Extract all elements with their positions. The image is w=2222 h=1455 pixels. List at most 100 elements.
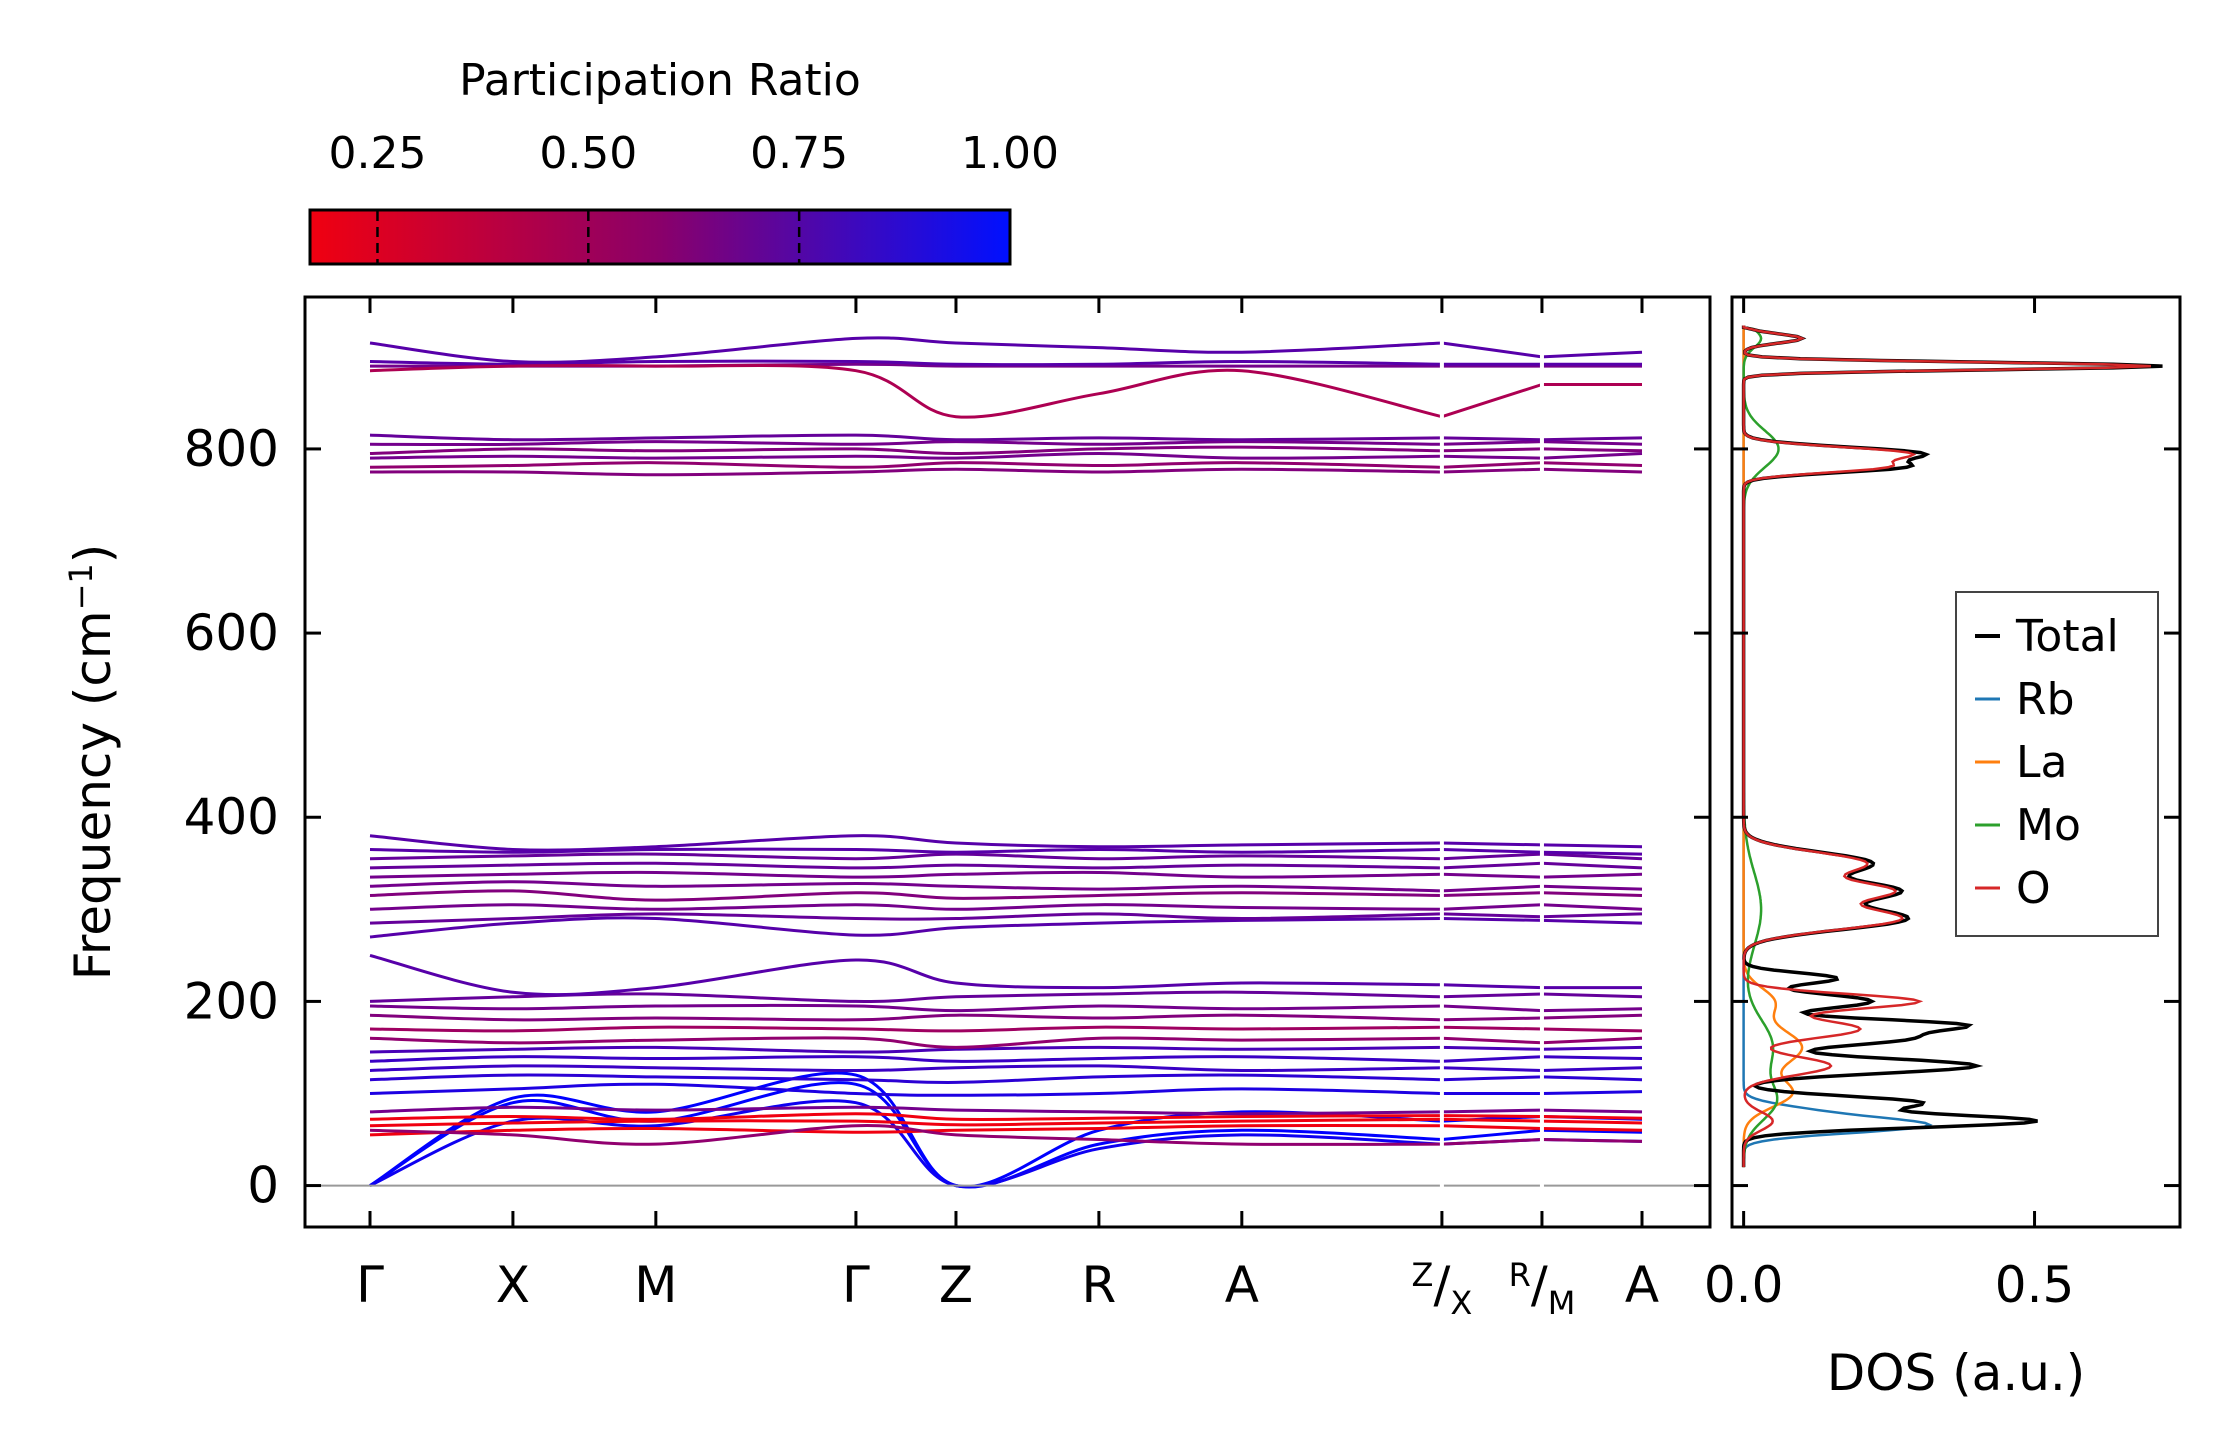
band-line	[1441, 1036, 1543, 1045]
band-line	[1541, 1066, 1643, 1072]
band-line	[1541, 1108, 1643, 1114]
band-line	[369, 1064, 1442, 1073]
band-line	[1541, 440, 1643, 446]
band-line	[369, 1117, 1442, 1128]
band-line	[1441, 848, 1543, 854]
band-line	[1441, 917, 1543, 922]
band-line	[1541, 891, 1643, 897]
x-tick-label: Γ	[356, 1256, 384, 1314]
band-line	[1541, 447, 1643, 453]
y-axis-ticks: 0 200 400 600 800	[184, 420, 1710, 1215]
band-line	[1541, 452, 1643, 460]
band-line	[369, 440, 1442, 447]
colorbar-ticks: 0.25 0.50 0.75 1.00	[328, 128, 1059, 263]
band-line	[369, 1073, 1442, 1084]
band-line	[1441, 903, 1543, 911]
band-line	[369, 1071, 1442, 1189]
band-line	[369, 451, 1442, 460]
y-tick-label: 200	[184, 972, 279, 1030]
band-line	[369, 1055, 1442, 1063]
band-line	[1541, 1027, 1643, 1033]
band-line	[1541, 1045, 1643, 1051]
x-tick-label: Γ	[842, 1256, 870, 1314]
band-line	[1541, 436, 1643, 442]
band-line	[1541, 872, 1643, 879]
band-line	[1441, 872, 1543, 879]
colorbar-gradient	[308, 208, 1012, 266]
band-line	[1441, 992, 1543, 999]
band-line	[1541, 1128, 1643, 1134]
band-line	[369, 363, 1443, 419]
legend-label: Rb	[2016, 674, 2075, 725]
band-line	[1541, 1115, 1643, 1120]
band-line	[1441, 1016, 1543, 1022]
band-line	[1541, 918, 1643, 925]
y-axis-label-sup: −1	[62, 563, 100, 610]
band-line	[1441, 1108, 1543, 1114]
band-line	[369, 1112, 1442, 1122]
band-line	[369, 847, 1442, 854]
band-line	[1441, 1114, 1543, 1118]
band-line	[1541, 461, 1643, 467]
band-line	[1541, 1090, 1643, 1095]
dos-x-tick-label: 0.5	[1995, 1256, 2075, 1314]
dos-frame	[1730, 295, 2182, 1229]
band-line	[369, 359, 1442, 367]
band-line	[1441, 447, 1543, 453]
band-line	[369, 1124, 1442, 1137]
band-line	[1441, 1138, 1543, 1146]
legend-label: O	[2016, 863, 2051, 914]
x-tick-label: Z	[939, 1256, 973, 1314]
band-line	[1541, 843, 1643, 849]
band-line	[1441, 461, 1543, 469]
band-line	[369, 1124, 1442, 1146]
y-tick-label: 800	[184, 420, 279, 478]
y-tick-label: 400	[184, 788, 279, 846]
band-line	[1541, 1119, 1643, 1125]
band-line	[369, 1036, 1442, 1049]
legend-items: Total Rb La Mo O	[1975, 611, 2119, 914]
band-lines	[369, 336, 1643, 1189]
x-tick-label: M	[634, 1256, 677, 1314]
band-line	[369, 990, 1442, 1003]
band-line	[369, 916, 1442, 939]
band-line	[1541, 1138, 1643, 1143]
band-line	[369, 1025, 1442, 1033]
colorbar-tick-label: 0.50	[539, 128, 637, 179]
band-line	[1541, 850, 1643, 856]
band-line	[1541, 912, 1643, 919]
legend-box	[1955, 591, 2159, 937]
band-line	[1441, 1055, 1543, 1063]
x-tick-label-sup: Z	[1412, 1256, 1434, 1294]
x-tick-label: A	[1225, 1256, 1259, 1314]
band-line	[1441, 1075, 1543, 1082]
band-line	[1541, 903, 1643, 911]
dos-x-tick-label: 0.0	[1704, 1256, 1784, 1314]
band-line	[1441, 1004, 1543, 1013]
dos-axis-ticks: 0.0 0.5	[1704, 297, 2180, 1314]
band-line	[369, 445, 1442, 456]
band-line	[369, 433, 1442, 442]
band-line	[1441, 884, 1543, 893]
y-tick-label: 600	[184, 604, 279, 662]
band-line	[369, 870, 1442, 879]
dos-lines	[1741, 325, 2163, 1168]
band-line	[1541, 1055, 1643, 1060]
colorbar-tick-label: 0.25	[328, 128, 426, 179]
band-line	[369, 1099, 1442, 1189]
x-tick-label: Z/X	[1412, 1256, 1473, 1322]
x-tick-label: A	[1625, 1256, 1659, 1314]
x-tick-label-sub: X	[1450, 1284, 1472, 1322]
band-line	[369, 336, 1442, 364]
x-tick-label: R	[1082, 1256, 1117, 1314]
legend-label: Mo	[2016, 800, 2081, 851]
band-line	[369, 852, 1442, 861]
band-line	[1441, 341, 1543, 359]
band-line	[1541, 992, 1643, 999]
band-line	[369, 1004, 1442, 1013]
band-line	[1441, 1117, 1543, 1123]
band-line	[1441, 861, 1543, 870]
x-axis-ticks: Γ X M Γ Z R A Z/XR/M A	[356, 297, 1659, 1322]
band-line	[1441, 454, 1543, 460]
